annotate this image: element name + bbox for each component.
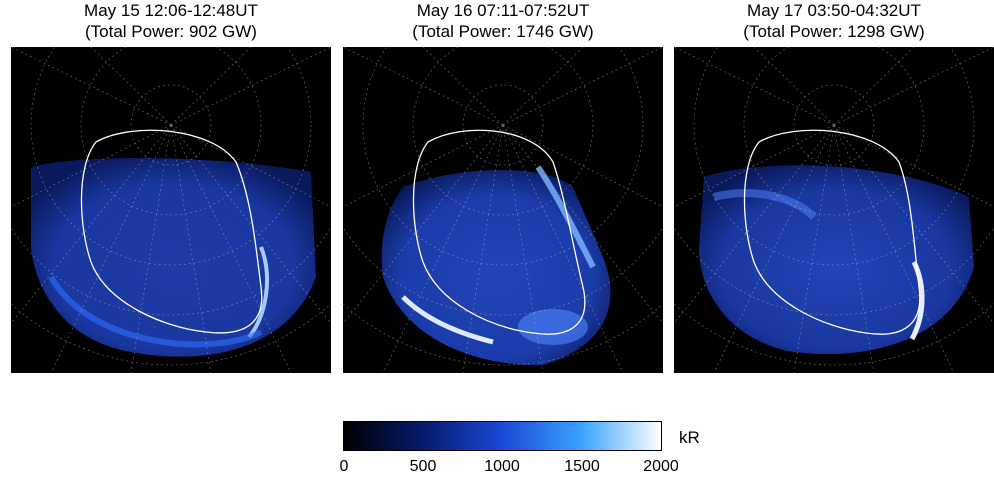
aurora-image-1 [11, 47, 331, 373]
panel-title: May 15 12:06-12:48UT (Total Power: 902 G… [11, 0, 331, 42]
reference-oval [743, 129, 921, 335]
panel-title-line1: May 15 12:06-12:48UT [84, 1, 258, 20]
colorbar-tick: 2000 [643, 458, 679, 475]
panel-title: May 17 03:50-04:32UT (Total Power: 1298 … [674, 0, 994, 42]
reference-oval [412, 129, 586, 335]
panel-title-line2: (Total Power: 1298 GW) [743, 22, 925, 41]
aurora-glow [699, 165, 974, 355]
aurora-panel-1: May 15 12:06-12:48UT (Total Power: 902 G… [11, 0, 331, 373]
colorbar-tick: 1000 [484, 458, 520, 475]
colorbar-tick: 0 [339, 458, 349, 475]
colorbar-tick: 1500 [564, 458, 600, 475]
colorbar-tick: 500 [409, 458, 437, 475]
aurora-panel-2: May 16 07:11-07:52UT (Total Power: 1746 … [343, 0, 663, 373]
panel-title: May 16 07:11-07:52UT (Total Power: 1746 … [343, 0, 663, 42]
aurora-image-2 [343, 47, 663, 373]
panel-title-line2: (Total Power: 1746 GW) [412, 22, 594, 41]
reference-oval [80, 129, 263, 334]
panel-title-line1: May 17 03:50-04:32UT [747, 1, 921, 20]
panel-title-line1: May 16 07:11-07:52UT [416, 1, 590, 20]
aurora-glow [31, 157, 316, 357]
aurora-image-3 [674, 47, 994, 373]
panel-title-line2: (Total Power: 902 GW) [85, 22, 257, 41]
colorbar-unit: kR [679, 428, 700, 447]
aurora-panel-3: May 17 03:50-04:32UT (Total Power: 1298 … [674, 0, 994, 373]
colorbar [343, 421, 662, 451]
